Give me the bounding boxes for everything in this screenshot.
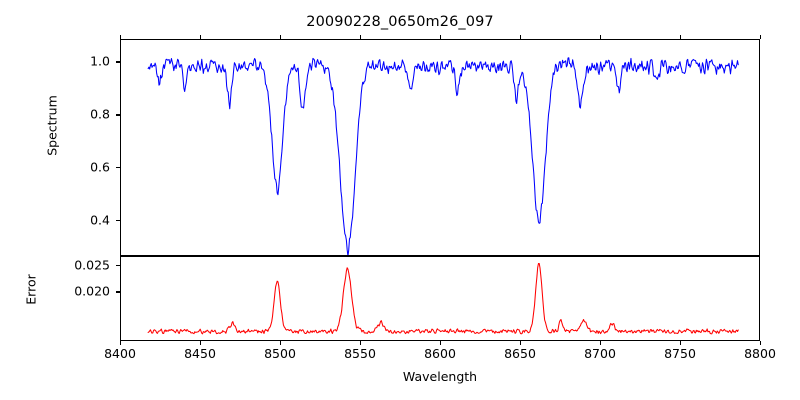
spectrum-series <box>147 57 739 255</box>
x-tick-top <box>280 35 282 39</box>
y-tick-spectrum <box>116 61 120 63</box>
y-tick-label-spectrum: 0.4 <box>90 212 110 228</box>
y-tick-spectrum <box>116 220 120 222</box>
x-tick-top <box>200 35 202 39</box>
x-tick-top <box>440 35 442 39</box>
spectrum-plot-panel <box>120 39 760 256</box>
x-tick-top <box>360 35 362 39</box>
x-tick <box>520 341 522 345</box>
x-tick-label: 8550 <box>344 346 376 361</box>
spectrum-line <box>147 57 739 255</box>
y-tick-label-error: 0.020 <box>74 283 110 299</box>
y-tick-spectrum <box>116 167 120 169</box>
x-tick-label: 8700 <box>584 346 616 361</box>
x-tick-top <box>600 35 602 39</box>
x-tick <box>360 341 362 345</box>
y-tick-label-spectrum: 0.6 <box>90 159 110 175</box>
x-tick-top <box>120 35 122 39</box>
x-tick <box>680 341 682 345</box>
x-tick <box>280 341 282 345</box>
y-tick-error <box>116 265 120 267</box>
page-title: 20090228_0650m26_097 <box>306 14 494 30</box>
x-tick-label: 8600 <box>424 346 456 361</box>
error-line <box>147 262 739 335</box>
y-tick-label-spectrum: 1.0 <box>90 53 110 69</box>
x-tick-top <box>520 35 522 39</box>
x-tick <box>600 341 602 345</box>
x-tick-top <box>760 35 762 39</box>
x-tick-label: 8750 <box>664 346 696 361</box>
y-axis-label-error: Error <box>23 274 39 305</box>
x-tick-top <box>680 35 682 39</box>
x-tick-label: 8650 <box>504 346 536 361</box>
y-tick-label-error: 0.025 <box>74 257 110 273</box>
x-tick <box>120 341 122 345</box>
x-tick-label: 8500 <box>264 346 296 361</box>
y-tick-spectrum <box>116 114 120 116</box>
x-tick <box>440 341 442 345</box>
error-plot-panel <box>120 256 760 341</box>
y-tick-error <box>116 291 120 293</box>
x-tick-label: 8400 <box>104 346 136 361</box>
x-tick <box>760 341 762 345</box>
x-axis-label: Wavelength <box>402 369 478 384</box>
x-tick <box>200 341 202 345</box>
error-series <box>147 262 739 335</box>
x-tick-label: 8800 <box>744 346 776 361</box>
y-tick-label-spectrum: 0.8 <box>90 106 110 122</box>
x-tick-label: 8450 <box>184 346 216 361</box>
